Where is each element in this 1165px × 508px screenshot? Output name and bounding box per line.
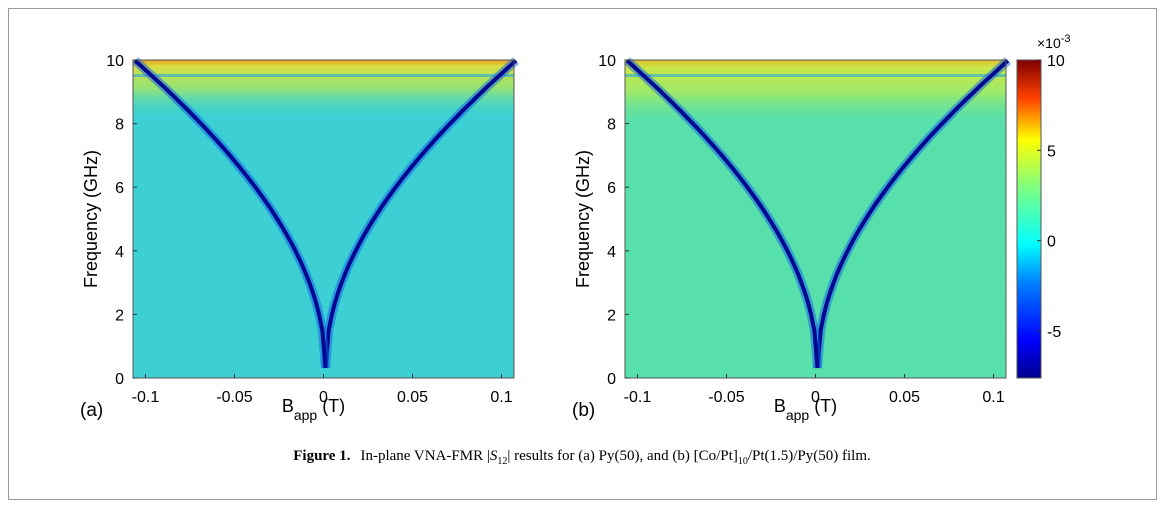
- y-tick-label: 8: [115, 117, 124, 134]
- x-tick-label: 0.1: [490, 389, 512, 406]
- y-tick-label: 0: [607, 371, 616, 388]
- y-tick-label: 2: [115, 307, 124, 324]
- y-tick-label: 2: [607, 307, 616, 324]
- x-axis-label-sub: app: [786, 407, 810, 423]
- heatmap: [624, 57, 1011, 378]
- panel-label: (b): [572, 400, 595, 421]
- colorbar-exponent-power: -3: [1061, 33, 1071, 45]
- y-tick-label: 8: [607, 117, 616, 134]
- caption-text: In-plane VNA-FMR |: [360, 448, 489, 464]
- heatmap-stripe: [133, 74, 514, 77]
- x-axis-label-unit: (T): [814, 396, 837, 416]
- x-tick-label: -0.05: [216, 389, 253, 406]
- x-tick-label: -0.05: [708, 389, 745, 406]
- colorbar-exponent: ×10-3: [1037, 33, 1071, 51]
- heatmap-stripe: [625, 74, 1006, 77]
- caption-text: 10: [738, 456, 748, 467]
- y-tick-label: 10: [106, 53, 124, 70]
- y-axis-label: Frequency (GHz): [573, 150, 593, 288]
- colorbar-tick-label: 10: [1047, 53, 1065, 70]
- resonance-curve: [133, 59, 328, 369]
- y-tick-label: 10: [598, 53, 616, 70]
- x-axis-label-unit: (T): [322, 396, 345, 416]
- x-tick-label: -0.1: [132, 389, 160, 406]
- frame: [8, 8, 1157, 500]
- caption-text: 12: [497, 456, 507, 467]
- resonance-curve: [625, 59, 820, 369]
- y-tick-label: 6: [607, 180, 616, 197]
- caption-text: /Pt(1.5)/Py(50) film.: [748, 448, 871, 464]
- x-axis-label-sub: app: [294, 407, 318, 423]
- x-tick-label: -0.1: [624, 389, 652, 406]
- x-axis-label-main: B: [282, 396, 294, 416]
- colorbar-tick-label: 0: [1047, 234, 1056, 251]
- y-axis-label: Frequency (GHz): [81, 150, 101, 288]
- caption-text: | results for (a) Py(50), and (b) [Co/Pt…: [507, 448, 737, 464]
- resonance-curve: [815, 59, 1010, 369]
- heatmap: [132, 57, 519, 378]
- y-tick-label: 4: [115, 244, 124, 261]
- x-axis-label-main: B: [774, 396, 786, 416]
- heatmap-band: [625, 60, 1006, 190]
- panel-label: (a): [80, 400, 103, 421]
- y-tick-label: 6: [115, 180, 124, 197]
- caption-title: Figure 1.: [293, 448, 350, 464]
- x-tick-label: 0.1: [982, 389, 1004, 406]
- x-tick-label: 0: [811, 389, 820, 406]
- y-tick-label: 4: [607, 244, 616, 261]
- caption-text: S: [490, 448, 498, 464]
- x-axis-label: Bapp (T): [774, 396, 837, 423]
- colorbar-exponent-base: ×10: [1037, 35, 1061, 51]
- colorbar: [1016, 59, 1042, 379]
- x-axis-label: Bapp (T): [282, 396, 345, 423]
- colorbar-tick-label: -5: [1047, 324, 1061, 341]
- heatmap-band: [133, 60, 514, 190]
- caption: Figure 1. In-plane VNA-FMR |S12| results …: [293, 448, 871, 467]
- x-tick-label: 0.05: [889, 389, 920, 406]
- colorbar-tick-label: 5: [1047, 143, 1056, 160]
- x-tick-label: 0.05: [397, 389, 428, 406]
- resonance-curve: [323, 59, 518, 369]
- x-tick-label: 0: [319, 389, 328, 406]
- y-tick-label: 0: [115, 371, 124, 388]
